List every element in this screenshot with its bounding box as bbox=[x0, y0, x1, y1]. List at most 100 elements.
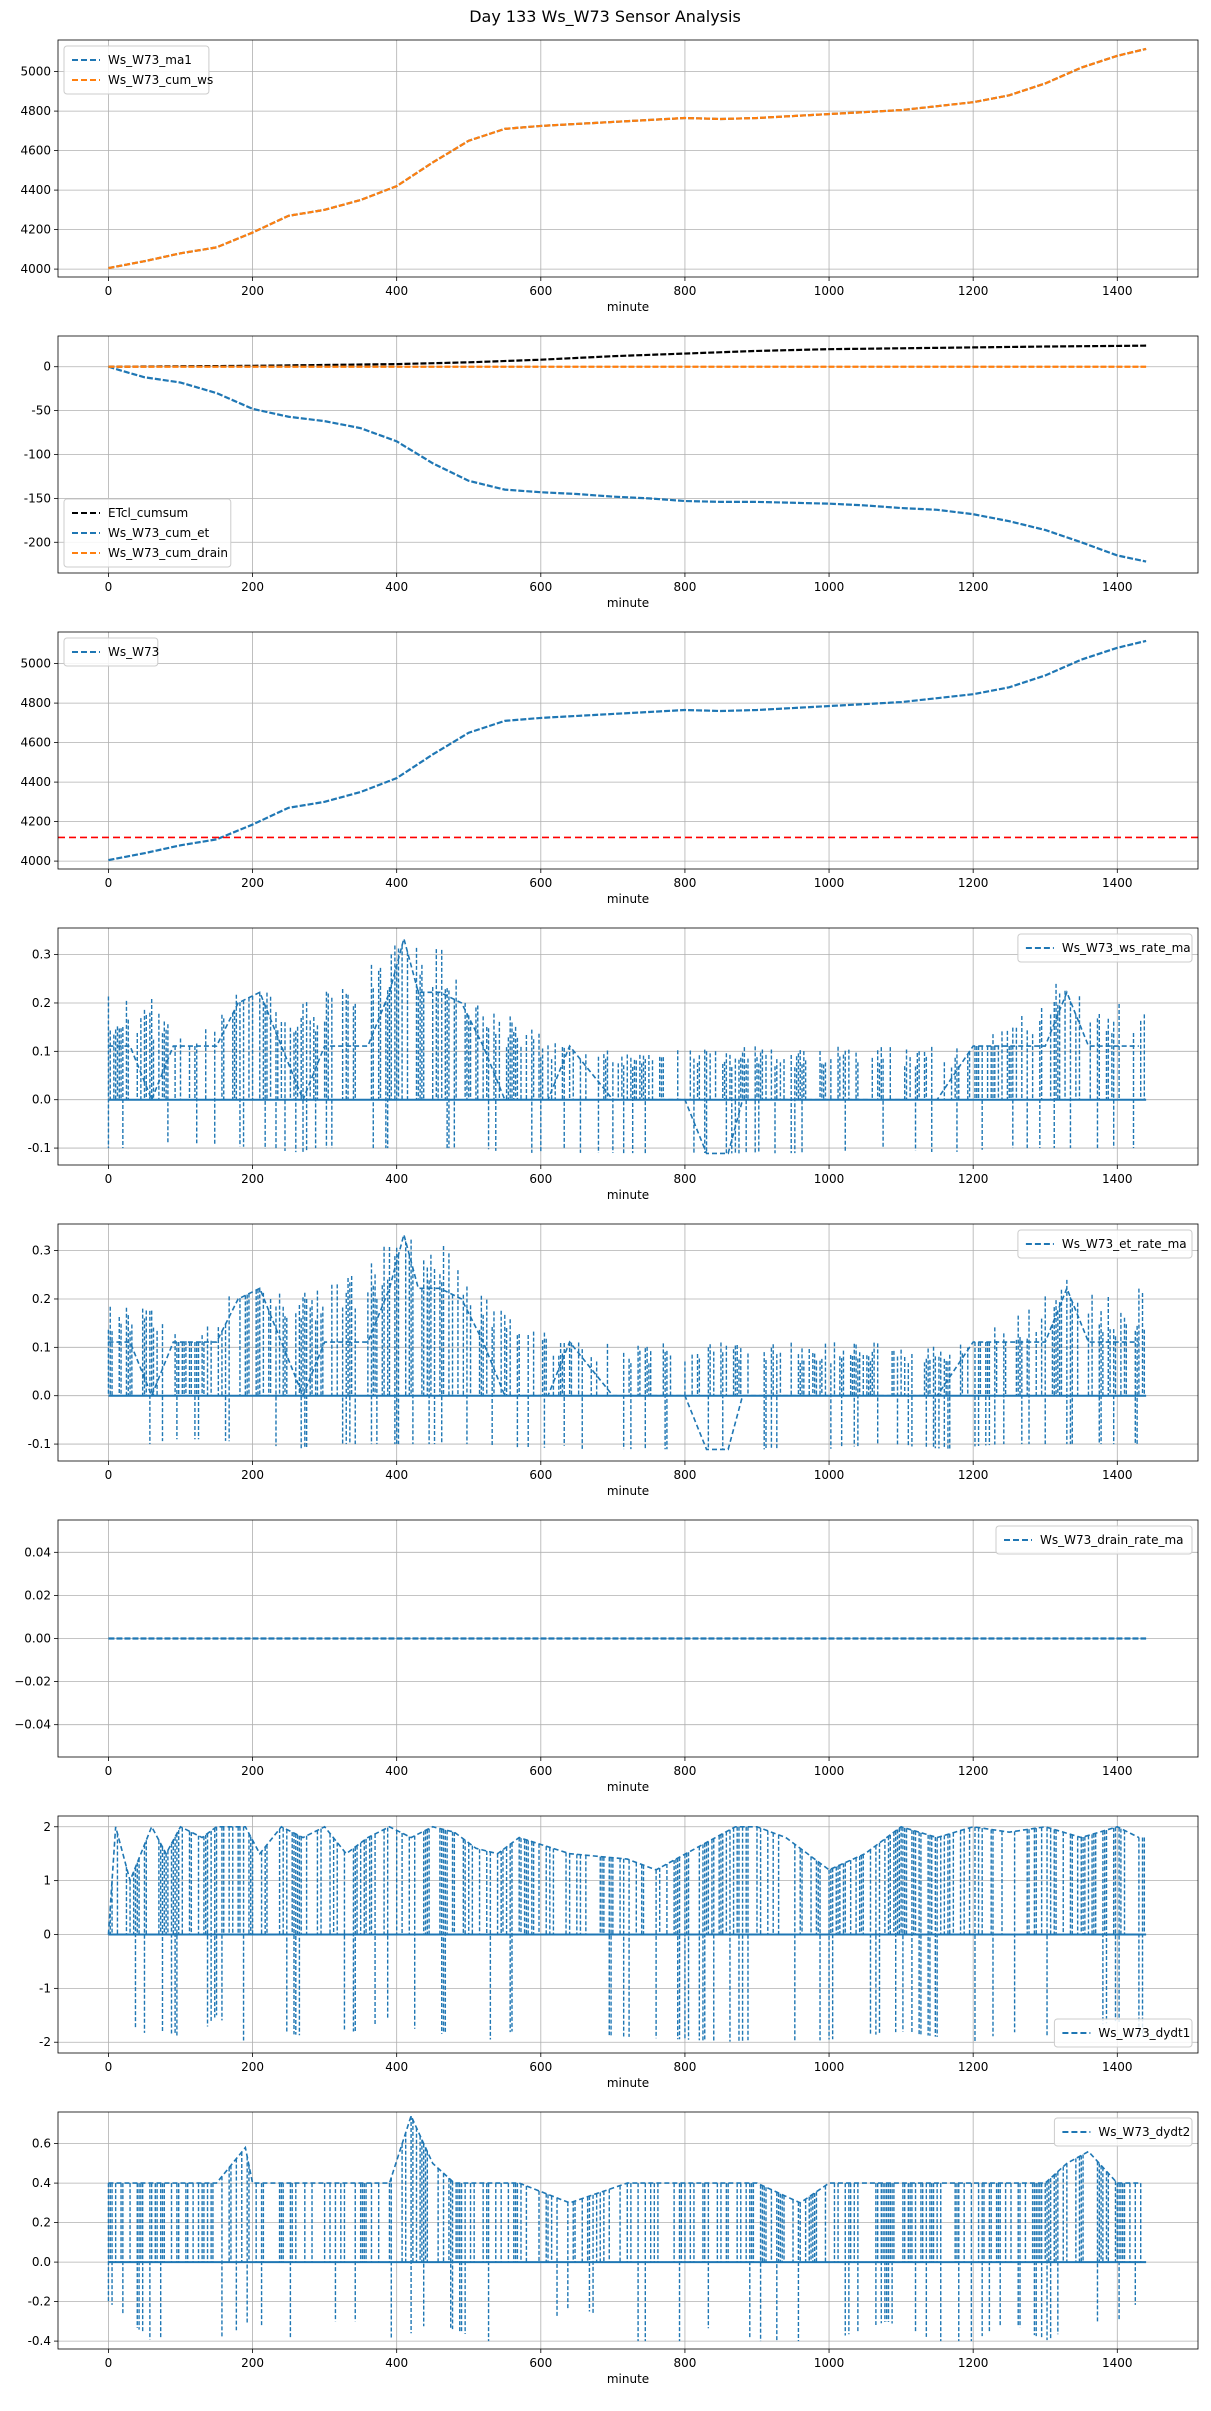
x-tick-label: 1000 bbox=[814, 876, 845, 890]
x-tick-label: 200 bbox=[241, 284, 264, 298]
y-tick-label: 5000 bbox=[20, 65, 51, 79]
legend: Ws_W73_et_rate_ma bbox=[1017, 1229, 1193, 1259]
y-tick-label: 1 bbox=[43, 1874, 51, 1888]
x-tick-label: 600 bbox=[529, 2060, 552, 2074]
legend: Ws_W73_ws_rate_ma bbox=[1017, 933, 1193, 963]
series-line-Ws_W73_cum_et bbox=[108, 365, 1147, 563]
y-tick-label: −0.02 bbox=[14, 1675, 51, 1689]
plot-area bbox=[107, 935, 1147, 1155]
x-tick-label: 0 bbox=[105, 2060, 113, 2074]
x-tick-label: 800 bbox=[673, 1172, 696, 1186]
axes-frame bbox=[57, 1815, 1199, 2054]
series-line-Ws_W73 bbox=[108, 639, 1147, 862]
x-axis-label: minute bbox=[607, 300, 649, 314]
x-tick-label: 1000 bbox=[814, 2356, 845, 2370]
y-tick-label: 0.0 bbox=[32, 1093, 51, 1107]
x-tick-label: 600 bbox=[529, 1172, 552, 1186]
x-tick-label: 1400 bbox=[1102, 876, 1133, 890]
y-tick-label: 4800 bbox=[20, 696, 51, 710]
y-tick-label: 0 bbox=[43, 1928, 51, 1942]
figure-title: Day 133 Ws_W73 Sensor Analysis bbox=[469, 7, 741, 27]
y-tick-label: 2 bbox=[43, 1820, 51, 1834]
chart-panel-3: 0 200 400 600 800 1000 1200 1400 4000 4200 4400 460… bbox=[20, 631, 1199, 906]
x-tick-label: 1400 bbox=[1102, 2060, 1133, 2074]
x-tick-label: 200 bbox=[241, 876, 264, 890]
legend-label: Ws_W73_et_rate_ma bbox=[1062, 1237, 1187, 1251]
y-tick-label: 4600 bbox=[20, 736, 51, 750]
chart-panel-4: 0 200 400 600 800 1000 1200 1400 -0.1 0.0 0.1 0.2 0.… bbox=[28, 927, 1199, 1202]
x-tick-label: 600 bbox=[529, 876, 552, 890]
x-axis-label: minute bbox=[607, 2076, 649, 2090]
x-tick-label: 1200 bbox=[958, 2356, 989, 2370]
x-tick-label: 1000 bbox=[814, 1468, 845, 1482]
y-tick-label: 0.0 bbox=[32, 1389, 51, 1403]
x-axis-label: minute bbox=[607, 1188, 649, 1202]
plot-area bbox=[58, 639, 1198, 862]
x-tick-label: 1200 bbox=[958, 1468, 989, 1482]
x-tick-label: 1200 bbox=[958, 1172, 989, 1186]
series-line-Ws_W73_ma1 bbox=[108, 47, 1147, 270]
y-tick-label: -0.1 bbox=[28, 1437, 51, 1451]
y-tick-label: −0.04 bbox=[14, 1718, 51, 1732]
axes-frame bbox=[57, 2111, 1199, 2350]
series-line-Ws_W73_cum_ws bbox=[108, 47, 1147, 270]
series-line-ETcl_cumsum bbox=[108, 344, 1147, 368]
chart-panel-5: 0 200 400 600 800 1000 1200 1400 -0.1 0.0 0.1 0.2 0.… bbox=[28, 1223, 1199, 1498]
y-tick-label: 4400 bbox=[20, 775, 51, 789]
x-tick-label: 1400 bbox=[1102, 1172, 1133, 1186]
x-tick-label: 1400 bbox=[1102, 1764, 1133, 1778]
x-tick-label: 400 bbox=[385, 1764, 408, 1778]
x-tick-label: 600 bbox=[529, 284, 552, 298]
x-tick-label: 400 bbox=[385, 1468, 408, 1482]
y-tick-label: -150 bbox=[24, 491, 51, 505]
y-tick-label: -50 bbox=[31, 404, 51, 418]
x-tick-label: 0 bbox=[105, 1468, 113, 1482]
chart-panel-2: 0 200 400 600 800 1000 1200 1400 0 -50 -100 -150 -20… bbox=[24, 335, 1199, 610]
x-tick-label: 200 bbox=[241, 1468, 264, 1482]
x-tick-label: 400 bbox=[385, 876, 408, 890]
x-tick-label: 400 bbox=[385, 580, 408, 594]
legend-box bbox=[995, 1525, 1193, 1555]
x-tick-label: 600 bbox=[529, 580, 552, 594]
x-tick-label: 600 bbox=[529, 1764, 552, 1778]
legend: Ws_W73 bbox=[63, 637, 159, 667]
y-tick-label: 0.00 bbox=[24, 1632, 51, 1646]
y-tick-label: 4600 bbox=[20, 144, 51, 158]
x-tick-label: 200 bbox=[241, 2356, 264, 2370]
y-tick-label: 4000 bbox=[20, 854, 51, 868]
x-tick-label: 200 bbox=[241, 1764, 264, 1778]
x-tick-label: 0 bbox=[105, 876, 113, 890]
x-tick-label: 1000 bbox=[814, 284, 845, 298]
legend-box bbox=[63, 45, 210, 95]
x-tick-label: 1200 bbox=[958, 1764, 989, 1778]
axes-frame bbox=[57, 39, 1199, 278]
chart-panel-1: 0 200 400 600 800 1000 1200 1400 4000 4200 4400 460… bbox=[20, 39, 1199, 314]
y-tick-label: 0.6 bbox=[32, 2137, 51, 2151]
legend-label: Ws_W73_drain_rate_ma bbox=[1040, 1533, 1184, 1547]
legend: Ws_W73_dydt1 bbox=[1053, 2018, 1193, 2048]
y-tick-label: 4200 bbox=[20, 815, 51, 829]
y-tick-label: 0.1 bbox=[32, 1044, 51, 1058]
legend-label: Ws_W73_dydt2 bbox=[1098, 2125, 1190, 2139]
axes-frame bbox=[57, 927, 1199, 1166]
y-tick-label: 4400 bbox=[20, 183, 51, 197]
x-axis-label: minute bbox=[607, 2372, 649, 2386]
legend-box bbox=[63, 637, 159, 667]
x-tick-label: 400 bbox=[385, 2060, 408, 2074]
series-line-Ws_W73_ws_rate_ma bbox=[108, 935, 1139, 1155]
x-tick-label: 0 bbox=[105, 1764, 113, 1778]
series-line-Ws_W73_dydt2 bbox=[108, 2113, 1139, 2204]
plot-area bbox=[107, 1824, 1147, 2043]
legend: Ws_W73_drain_rate_ma bbox=[995, 1525, 1193, 1555]
x-tick-label: 1400 bbox=[1102, 580, 1133, 594]
series-line-Ws_W73_et_rate_ma bbox=[108, 1231, 1139, 1451]
x-tick-label: 400 bbox=[385, 284, 408, 298]
x-tick-label: 1000 bbox=[814, 580, 845, 594]
x-axis-label: minute bbox=[607, 596, 649, 610]
legend: ETcl_cumsum Ws_W73_cum_et Ws_W73_cum_drain bbox=[63, 498, 232, 568]
legend-label: Ws_W73_ma1 bbox=[108, 53, 192, 67]
x-tick-label: 400 bbox=[385, 2356, 408, 2370]
legend-label: Ws_W73_ws_rate_ma bbox=[1062, 941, 1191, 955]
y-tick-label: 5000 bbox=[20, 657, 51, 671]
x-tick-label: 400 bbox=[385, 1172, 408, 1186]
